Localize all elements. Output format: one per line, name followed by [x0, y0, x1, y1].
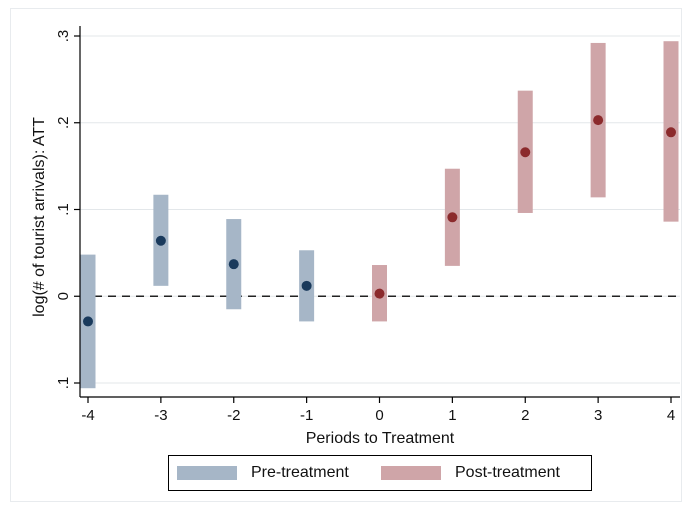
figure-frame: [10, 8, 682, 502]
legend-swatch-pre-treatment: [177, 466, 237, 480]
x-tick-label-3: 3: [594, 407, 602, 424]
y-axis-label: log(# of tourist arrivals): ATT: [31, 117, 48, 317]
y-tick-label-0.1: .1: [55, 203, 72, 216]
point-post-treatment-1: [447, 212, 458, 223]
y-tick-label-0.2: .2: [55, 116, 72, 129]
axes: .1 0 .1 .2 .3 -4 -3 -2 -1 0 1 2 3 4: [55, 26, 680, 424]
point-post-treatment-4: [666, 127, 676, 138]
y-tick-label--0.1: .1: [55, 377, 72, 390]
x-tick-label--2: -2: [227, 407, 240, 424]
legend-swatch-post-treatment: [381, 466, 441, 480]
x-tick-label--3: -3: [154, 407, 167, 424]
y-tick-label-0: 0: [55, 292, 72, 300]
point-pre-treatment--3: [155, 235, 166, 246]
legend: Pre-treatment Post-treatment: [168, 455, 592, 491]
legend-item-post-treatment: Post-treatment: [381, 456, 560, 490]
point-estimates: [83, 115, 676, 327]
point-post-treatment-3: [593, 115, 604, 126]
x-tick-label--1: -1: [300, 407, 313, 424]
x-tick-label--4: -4: [81, 407, 94, 424]
legend-label-pre-treatment: Pre-treatment: [251, 464, 349, 481]
legend-label-post-treatment: Post-treatment: [455, 464, 560, 481]
legend-item-pre-treatment: Pre-treatment: [177, 456, 349, 490]
x-tick-label-1: 1: [448, 407, 456, 424]
point-pre-treatment--2: [228, 259, 239, 270]
point-pre-treatment--4: [83, 316, 93, 327]
confidence-intervals: [80, 41, 679, 389]
x-tick-label-4: 4: [667, 407, 675, 424]
y-tick-label-0.3: .3: [55, 30, 72, 43]
x-tick-label-2: 2: [521, 407, 529, 424]
point-post-treatment-2: [520, 147, 531, 158]
grid-lines: [80, 35, 680, 384]
x-tick-label-0: 0: [375, 407, 383, 424]
x-axis-label: Periods to Treatment: [306, 430, 455, 447]
point-post-treatment-0: [374, 288, 385, 299]
point-pre-treatment--1: [301, 280, 312, 291]
chart-svg: .1 0 .1 .2 .3 -4 -3 -2 -1 0 1 2 3 4 Periods to Treatm…: [31, 26, 680, 447]
